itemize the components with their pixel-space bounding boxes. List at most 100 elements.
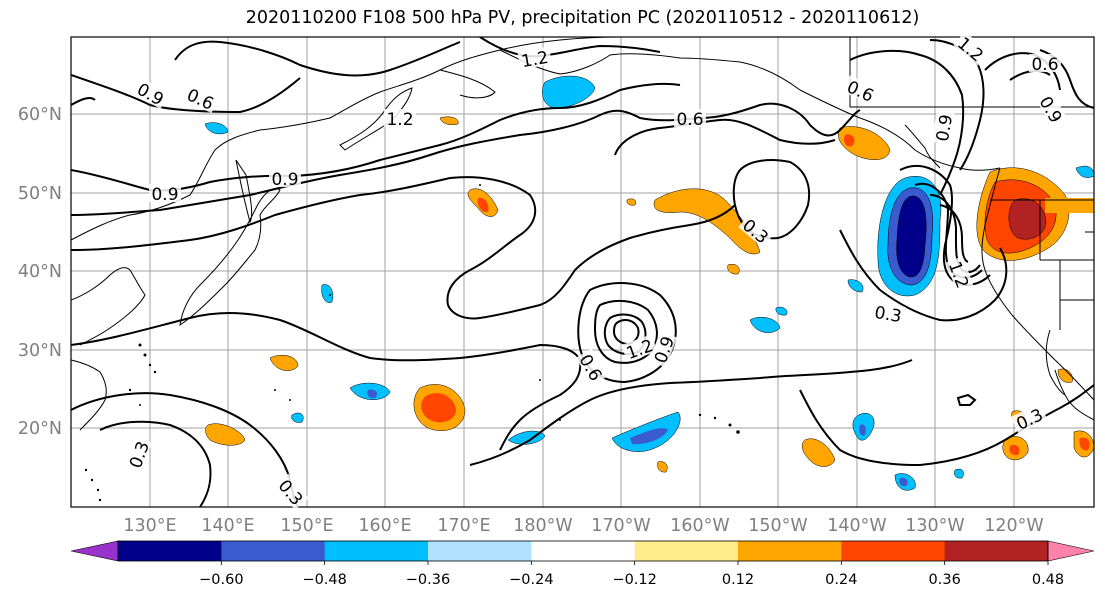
coastline-korea <box>71 267 146 346</box>
contour-label-bg <box>1029 54 1061 72</box>
map-title: 2020110200 F108 500 hPa PV, precipitatio… <box>245 8 920 28</box>
contour-label-bg <box>384 109 416 127</box>
contour-03-south-west <box>99 420 212 507</box>
precip-blob-alaska <box>838 126 891 160</box>
colorbar-tick-label: −0.36 <box>406 572 450 588</box>
precip-blob-37n-west <box>847 279 864 293</box>
contour-nw-america-big <box>849 49 965 196</box>
lon-label: 170°E <box>437 516 490 536</box>
precip-blob-japan-sea <box>204 122 229 135</box>
latitude-labels: 60°N 50°N 40°N 30°N 20°N <box>18 105 62 439</box>
lat-label: 30°N <box>18 341 62 361</box>
contour-label-bg <box>274 473 309 510</box>
lon-label: 150°E <box>280 516 333 536</box>
precip-blob-16n-158w <box>657 461 668 473</box>
colorbar-extend-min <box>70 540 119 562</box>
colorbar-tick-label: −0.48 <box>302 572 346 588</box>
contour-03-loop-alt <box>577 282 677 384</box>
contour-label: 0.9 <box>271 170 298 190</box>
coastline-china-south <box>71 359 107 431</box>
contour-label-bg <box>517 46 552 70</box>
contour-label: 0.6 <box>1031 55 1058 75</box>
colorbar-labels: −0.60 −0.48 −0.36 −0.24 −0.12 0.12 0.24 0.36 0.4… <box>199 561 1064 588</box>
coastline-north-america-west <box>981 167 1094 401</box>
contour-label: 0.6 <box>676 110 703 130</box>
precip-blob-20n-small <box>291 412 304 423</box>
contour-06-mid <box>71 102 861 216</box>
coastline-kamchatka <box>339 87 413 151</box>
coastlines <box>71 37 1094 431</box>
contour-03-south-wide <box>71 311 582 451</box>
precip-blob-23n-core <box>367 389 378 399</box>
contour-label-bg <box>945 256 974 293</box>
lon-label: 160°W <box>670 516 729 536</box>
lat-label: 50°N <box>18 184 62 204</box>
precip-blob-35n-148w <box>775 306 788 316</box>
contour-03-oval <box>732 159 810 240</box>
coastline-us-states <box>1039 200 1094 330</box>
precip-blob-band-150w <box>653 188 761 255</box>
contour-label-bg <box>182 83 220 114</box>
contour-label-bg <box>1035 90 1068 128</box>
contour-label-bg <box>871 301 906 325</box>
colorbar-segment <box>221 541 326 561</box>
colorbar <box>70 540 1095 562</box>
precip-blob-pos-east <box>1045 198 1094 213</box>
precip-blob-15n-125w <box>954 468 964 479</box>
colorbar-segment <box>944 541 1049 561</box>
map-frame <box>70 36 1095 508</box>
lon-label: 150°W <box>748 516 807 536</box>
coastline-hudson-bay-edge <box>849 37 1094 108</box>
contour-label: 1.2 <box>520 48 550 72</box>
precip-blob-pos-coast-max <box>1008 198 1047 240</box>
precip-blob-okhotsk <box>439 116 459 125</box>
contour-09-north <box>71 74 301 114</box>
lon-label: 130°W <box>905 516 964 536</box>
contour-label-bg <box>674 109 706 127</box>
coastline-aleutians <box>439 69 496 99</box>
coastline-sakhalin <box>235 159 253 224</box>
contour-03-south-east-wide <box>469 359 913 466</box>
contour-label-bg <box>269 169 301 187</box>
gridlines <box>71 37 1094 507</box>
precip-blob-18n-145w <box>801 438 836 467</box>
colorbar-segment <box>634 541 739 561</box>
contour-coast-4 <box>929 194 981 274</box>
colorbar-tick-label: −0.24 <box>509 572 553 588</box>
lon-label: 140°W <box>827 516 886 536</box>
colorbar-tick-label: 0.36 <box>929 572 961 588</box>
lon-label: 120°W <box>984 516 1043 536</box>
precip-blob-42n <box>321 284 334 303</box>
contour-12-north <box>479 37 661 58</box>
contour-label-bg <box>575 348 608 386</box>
colorbar-extend-max <box>1047 540 1095 562</box>
precip-blob-18n-180 <box>507 430 546 445</box>
contour-06-loop <box>593 299 658 364</box>
coastline-japan <box>179 188 281 327</box>
precip-blob-20n-140w-core <box>859 424 866 436</box>
lon-label: 160°E <box>358 516 411 536</box>
precip-blob-alaska-core <box>843 134 855 147</box>
precip-blob-18n-165w <box>611 411 681 452</box>
precip-blob-32n-150w <box>749 317 781 333</box>
contour-label: 1.2 <box>386 110 413 130</box>
colorbar-segment <box>531 541 636 561</box>
contour-label: 0.9 <box>933 113 957 143</box>
precip-blob-18n-108w-core <box>1079 437 1090 451</box>
island-dots <box>84 184 740 502</box>
lon-label: 140°E <box>201 516 254 536</box>
contour-label-bg <box>842 75 880 106</box>
precip-blob-15n-135w-core <box>899 477 908 487</box>
coastline-mexico <box>1054 369 1094 421</box>
longitude-labels: 130°E 140°E 150°E 160°E 170°E 180°W 170°W 160°W… <box>123 516 1043 536</box>
colorbar-segment <box>324 541 429 561</box>
colorbar-outline <box>117 540 1049 562</box>
colorbar-segment <box>428 541 532 561</box>
colorbar-segment <box>118 541 222 561</box>
contour-coast-1 <box>839 229 1008 322</box>
lon-label: 170°W <box>591 516 650 536</box>
contour-label: 0.9 <box>151 185 178 205</box>
colorbar-tick-label: 0.24 <box>825 572 857 588</box>
colorbar-segment <box>841 541 946 561</box>
